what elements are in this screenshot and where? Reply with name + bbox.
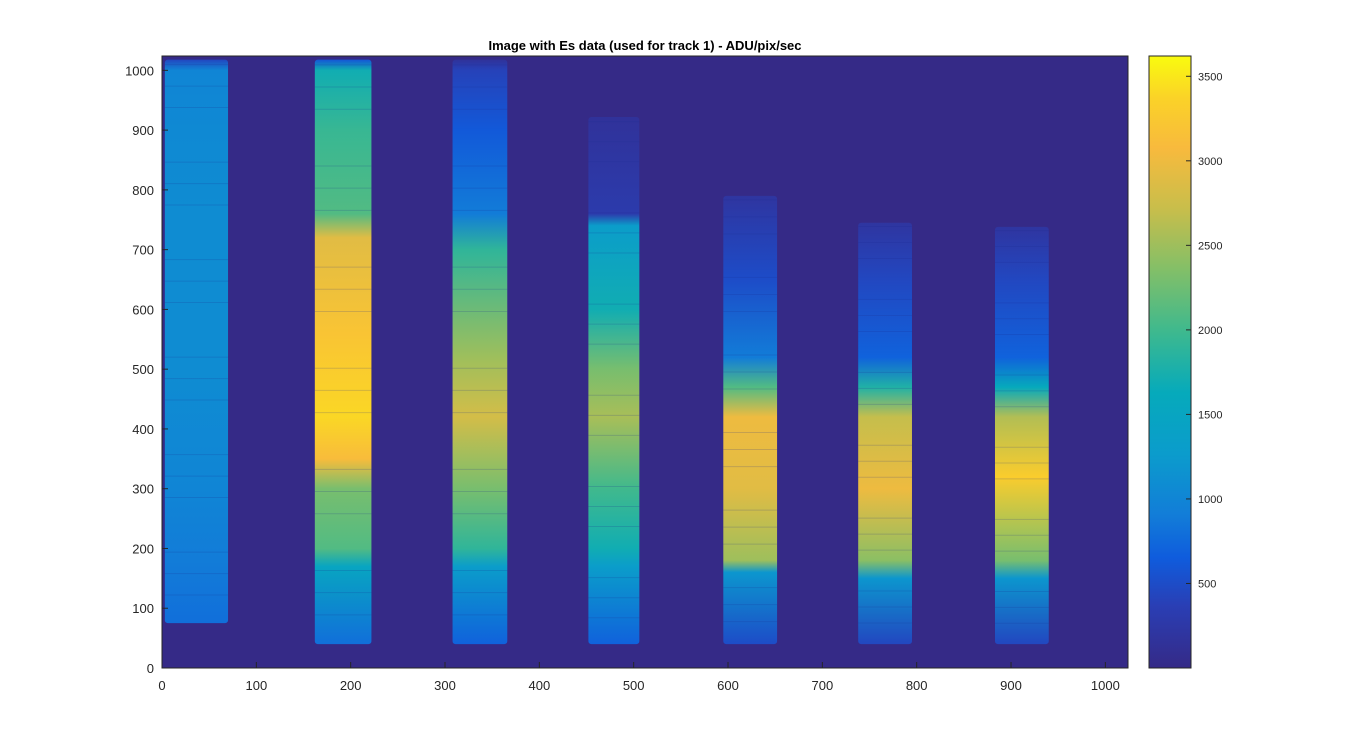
y-tick-label: 200 <box>132 541 154 556</box>
y-tick-label: 700 <box>132 243 154 258</box>
track-3-streaks <box>452 64 508 616</box>
x-tick-label: 300 <box>434 678 456 693</box>
track-7 <box>994 226 1049 645</box>
track-6 <box>858 222 912 645</box>
x-tick-label: 400 <box>528 678 550 693</box>
colorbar-tick-label: 1500 <box>1198 409 1222 421</box>
colorbar-frame <box>1148 55 1192 669</box>
track-6-streaks <box>858 226 912 624</box>
y-tick-label: 500 <box>132 362 154 377</box>
track-1 <box>164 59 229 624</box>
y-tick-label: 400 <box>132 422 154 437</box>
x-tick-label: 700 <box>812 678 834 693</box>
y-axis: 0 100 200 300 400 500 600 700 800 900 1000 <box>125 63 168 676</box>
colorbar-gradient <box>1149 56 1191 668</box>
colorbar-tick-label: 500 <box>1198 578 1216 590</box>
track-5 <box>723 195 778 645</box>
chart-title: Image with Es data (used for track 1) - … <box>488 38 801 53</box>
track-2 <box>314 59 372 645</box>
colorbar-tick-label: 3000 <box>1198 156 1222 168</box>
x-tick-label: 600 <box>717 678 739 693</box>
x-tick-label: 900 <box>1000 678 1022 693</box>
y-tick-label: 0 <box>147 661 154 676</box>
y-tick-label: 1000 <box>125 63 154 78</box>
x-tick-label: 0 <box>158 678 165 693</box>
track-7-streaks <box>994 230 1049 624</box>
heatmap-plot <box>161 55 1129 669</box>
x-axis: 0 100 200 300 400 500 600 700 800 900 1000 <box>158 662 1120 693</box>
colorbar: 500 1000 1500 2000 2500 3000 3500 <box>1148 55 1222 669</box>
track-4 <box>588 116 640 645</box>
y-tick-label: 800 <box>132 183 154 198</box>
y-tick-label: 300 <box>132 482 154 497</box>
track-2-streaks <box>314 64 372 616</box>
x-tick-label: 200 <box>340 678 362 693</box>
heatmap-background <box>162 56 1128 668</box>
x-tick-label: 800 <box>906 678 928 693</box>
y-tick-label: 600 <box>132 302 154 317</box>
x-tick-label: 500 <box>623 678 645 693</box>
y-tick-label: 100 <box>132 601 154 616</box>
colorbar-tick-label: 2000 <box>1198 325 1222 337</box>
track-4-streaks <box>588 121 640 619</box>
colorbar-tick-label: 3500 <box>1198 71 1222 83</box>
track-1-streaks <box>164 64 229 596</box>
x-tick-label: 100 <box>245 678 267 693</box>
x-tick-label: 1000 <box>1091 678 1120 693</box>
y-tick-label: 900 <box>132 123 154 138</box>
track-3 <box>452 59 508 645</box>
plot-frame <box>161 55 1129 669</box>
track-5-streaks <box>723 199 778 623</box>
colorbar-tick-label: 2500 <box>1198 240 1222 252</box>
colorbar-tick-label: 1000 <box>1198 494 1222 506</box>
